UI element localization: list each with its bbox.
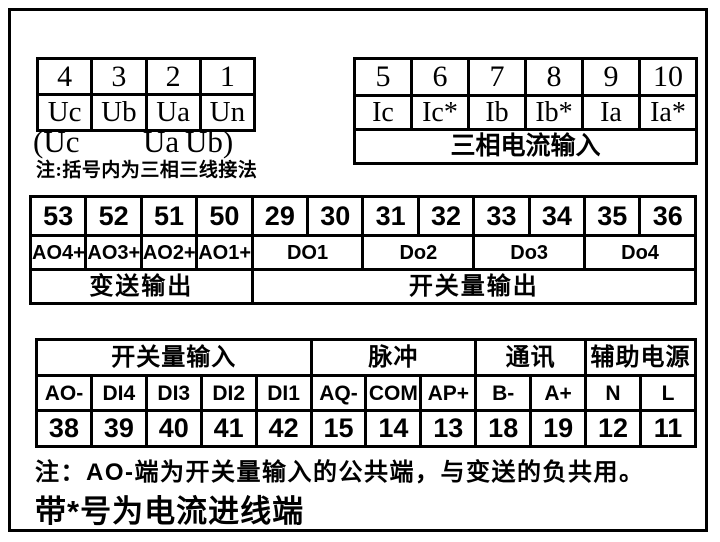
voltage-note: 注:括号内为三相三线接法 — [36, 160, 258, 181]
group-cell: 通讯 — [474, 338, 588, 377]
terminal-cell: 36 — [638, 195, 697, 237]
voltage-terminal-table: 4 3 2 1 Uc Ub Ua Un — [35, 57, 257, 132]
output-group-row: 变送输出 开关量输出 — [29, 268, 698, 305]
label-cell: Ib* — [524, 94, 584, 131]
group-cell: 开关量输出 — [250, 268, 698, 305]
terminal-cell: 29 — [250, 195, 310, 237]
terminal-cell: 53 — [28, 195, 88, 237]
terminal-cell: 9 — [581, 57, 641, 97]
label-cell: AO- — [35, 374, 93, 412]
label-cell: DI2 — [199, 374, 258, 412]
terminal-cell: 38 — [35, 409, 93, 448]
label-cell: Ia* — [638, 94, 698, 131]
label-cell: AQ- — [309, 374, 368, 412]
terminal-cell: 51 — [139, 195, 199, 237]
label-cell: AO2+ — [139, 234, 199, 271]
outer-border — [8, 8, 708, 532]
current-label-row: Ic Ic* Ib Ib* Ia Ia* — [353, 94, 698, 131]
label-cell: Ia — [581, 94, 641, 131]
terminal-cell: 6 — [410, 57, 470, 97]
terminal-cell: 2 — [144, 57, 202, 96]
label-cell: DI1 — [254, 374, 313, 412]
label-cell: AO3+ — [84, 234, 143, 271]
label-cell: Ua — [144, 93, 202, 132]
terminal-cell: 34 — [527, 195, 587, 237]
label-cell: Ic — [353, 94, 413, 131]
terminal-cell: 33 — [472, 195, 531, 237]
terminal-cell: 32 — [416, 195, 476, 237]
terminal-cell: 19 — [529, 409, 588, 448]
output-terminal-number-row: 53 52 51 50 29 30 31 32 33 34 35 36 — [28, 195, 697, 237]
label-cell: Do2 — [361, 234, 476, 271]
common-terminal-note: 注：AO-端为开关量输入的公共端，与变送的负共用。 — [35, 459, 645, 486]
input-label-row: AO- DI4 DI3 DI2 DI1 AQ- COM AP+ B- A+ N … — [35, 374, 698, 412]
input-terminal-table: 开关量输入 脉冲 通讯 辅助电源 AO- DI4 DI3 DI2 DI1 AQ-… — [35, 338, 698, 448]
group-cell: 变送输出 — [29, 268, 254, 305]
terminal-cell: 12 — [584, 409, 642, 448]
terminal-cell: 1 — [198, 57, 257, 96]
voltage-label-row: Uc Ub Ua Un — [35, 93, 257, 132]
label-cell: COM — [364, 374, 423, 412]
bracket-close-label: Ub) — [185, 124, 234, 159]
terminal-cell: 11 — [638, 409, 698, 448]
bracket-open-label: (Uc — [33, 124, 80, 159]
current-terminal-table: 5 6 7 8 9 10 Ic Ic* Ib Ib* Ia Ia* 三相电流输入 — [353, 57, 698, 165]
terminal-cell: 50 — [195, 195, 254, 237]
terminal-cell: 8 — [524, 57, 584, 97]
bracket-mid-label: Ua — [143, 124, 180, 159]
current-inlet-note: 带*号为电流进线端 — [35, 494, 305, 529]
label-cell: Do4 — [583, 234, 697, 271]
terminal-cell: 42 — [254, 409, 313, 448]
three-wire-bracket-line: (Uc Ua Ub) — [33, 124, 263, 159]
label-cell: Ub — [90, 93, 148, 132]
label-cell: DO1 — [250, 234, 365, 271]
terminal-cell: 15 — [309, 409, 368, 448]
label-cell: AO4+ — [28, 234, 88, 271]
group-cell: 三相电流输入 — [353, 128, 698, 165]
group-cell: 脉冲 — [309, 338, 478, 377]
group-cell: 开关量输入 — [35, 338, 313, 377]
label-cell: Do3 — [472, 234, 587, 271]
output-terminal-table: 53 52 51 50 29 30 31 32 33 34 35 36 AO4+… — [28, 195, 698, 305]
input-group-row: 开关量输入 脉冲 通讯 辅助电源 — [35, 338, 697, 377]
terminal-cell: 10 — [638, 57, 698, 97]
terminal-cell: 30 — [306, 195, 365, 237]
label-cell: Un — [198, 93, 257, 132]
current-group-row: 三相电流输入 — [353, 128, 698, 165]
terminal-cell: 52 — [84, 195, 143, 237]
terminal-cell: 41 — [199, 409, 258, 448]
terminal-cell: 14 — [364, 409, 423, 448]
label-cell: Ic* — [410, 94, 470, 131]
terminal-cell: 18 — [474, 409, 533, 448]
voltage-terminal-number-row: 4 3 2 1 — [35, 57, 257, 96]
terminal-cell: 35 — [583, 195, 642, 237]
label-cell: AO1+ — [195, 234, 254, 271]
terminal-cell: 13 — [419, 409, 478, 448]
label-cell: A+ — [529, 374, 588, 412]
label-cell: DI3 — [144, 374, 203, 412]
label-cell: N — [584, 374, 642, 412]
label-cell: L — [638, 374, 698, 412]
label-cell: DI4 — [89, 374, 148, 412]
group-cell: 辅助电源 — [584, 338, 697, 377]
label-cell: AP+ — [419, 374, 478, 412]
terminal-cell: 40 — [144, 409, 203, 448]
label-cell: Ib — [467, 94, 527, 131]
current-terminal-number-row: 5 6 7 8 9 10 — [353, 57, 698, 97]
terminal-cell: 5 — [353, 57, 413, 97]
output-label-row: AO4+ AO3+ AO2+ AO1+ DO1 Do2 Do3 Do4 — [28, 234, 697, 271]
terminal-cell: 39 — [89, 409, 148, 448]
label-cell: Uc — [35, 93, 94, 132]
terminal-cell: 4 — [35, 57, 94, 96]
terminal-cell: 31 — [361, 195, 420, 237]
terminal-cell: 3 — [90, 57, 148, 96]
terminal-cell: 7 — [467, 57, 527, 97]
label-cell: B- — [474, 374, 533, 412]
input-terminal-number-row: 38 39 40 41 42 15 14 13 18 19 12 11 — [35, 409, 698, 448]
